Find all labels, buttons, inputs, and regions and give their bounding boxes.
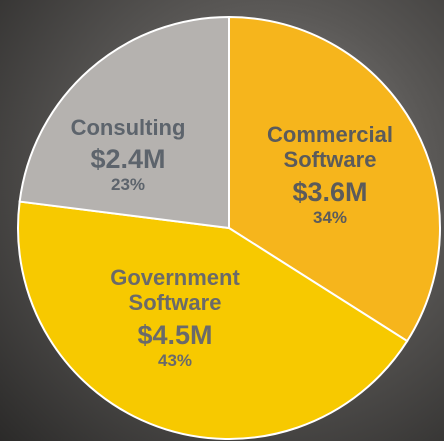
percent-label: 43%: [157, 350, 193, 370]
pie-slice: [18, 15, 230, 230]
percent-label: 34%: [312, 207, 348, 227]
slice-label: Consulting $2.4M 23%: [43, 115, 213, 195]
percent-label: 23%: [110, 175, 146, 195]
pie-slice: [17, 200, 409, 440]
pie-slice: [228, 15, 441, 343]
slice-label: Government Software $4.5M 43%: [90, 265, 260, 370]
category-label: Government Software: [110, 265, 240, 316]
amount-label: $2.4M: [90, 144, 166, 175]
slice-label: Commercial Software $3.6M 34%: [245, 122, 415, 227]
amount-label: $4.5M: [137, 319, 213, 350]
amount-label: $3.6M: [292, 176, 368, 207]
category-label: Consulting: [70, 115, 186, 140]
category-label: Commercial Software: [267, 122, 393, 173]
